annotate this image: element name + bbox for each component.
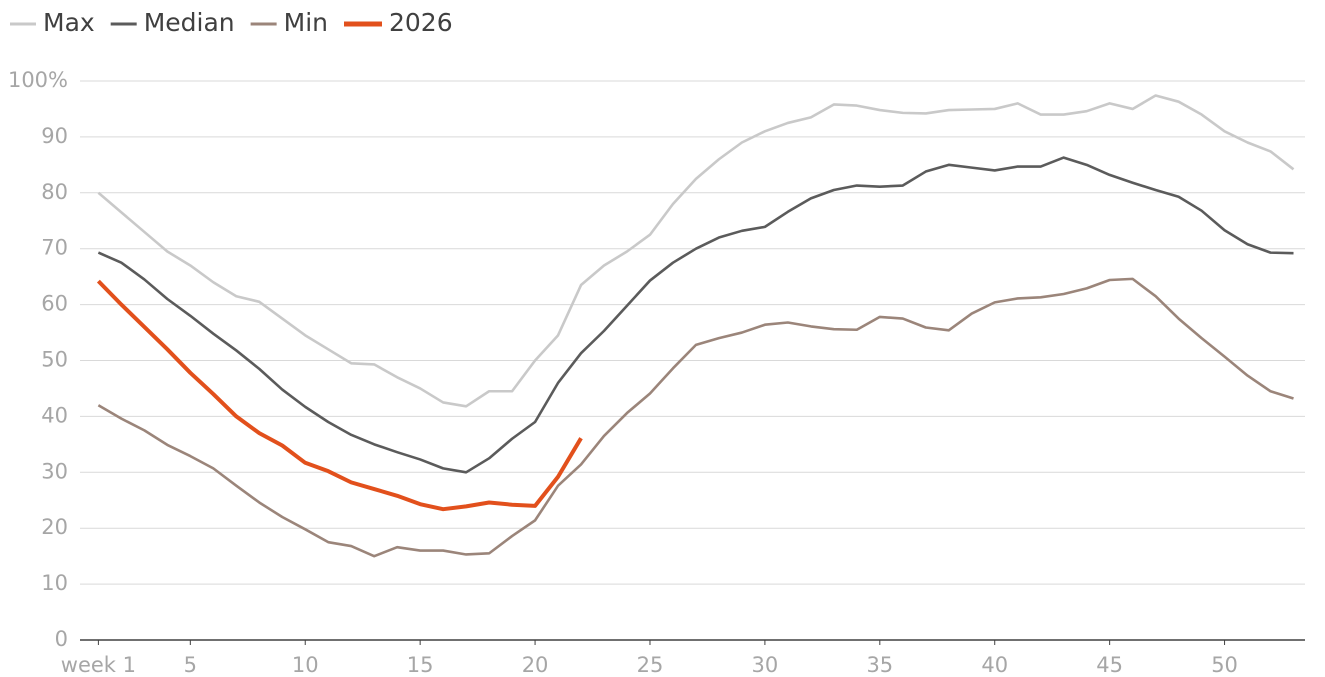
- x-tick-label: 45: [1096, 653, 1123, 677]
- x-tick-label: week 1: [61, 653, 136, 677]
- y-tick-label: 100%: [8, 68, 68, 92]
- legend-label: Median: [144, 8, 235, 37]
- series-line: [97, 277, 1294, 558]
- series-line: [96, 279, 583, 512]
- x-tick-label: 5: [184, 653, 197, 677]
- y-tick-label: 30: [41, 459, 68, 483]
- y-tick-label: 60: [41, 292, 68, 316]
- x-tick-label: 30: [752, 653, 779, 677]
- legend-label: 2026: [389, 8, 453, 37]
- x-tick-label: 50: [1211, 653, 1238, 677]
- y-tick-label: 10: [41, 571, 68, 595]
- x-tick-label: 20: [522, 653, 549, 677]
- y-tick-label: 70: [41, 236, 68, 260]
- y-tick-label: 90: [41, 124, 68, 148]
- series-line: [97, 94, 1295, 408]
- y-tick-label: 50: [41, 348, 68, 372]
- x-tick-label: 40: [981, 653, 1008, 677]
- x-tick-label: 10: [292, 653, 319, 677]
- y-tick-label: 20: [41, 515, 68, 539]
- y-tick-label: 0: [55, 627, 68, 651]
- y-tick-label: 80: [41, 180, 68, 204]
- legend-label: Max: [43, 8, 95, 37]
- y-tick-label: 40: [41, 403, 68, 427]
- series-line: [97, 156, 1294, 474]
- x-tick-label: 35: [866, 653, 893, 677]
- legend-label: Min: [284, 8, 328, 37]
- x-tick-label: 15: [407, 653, 434, 677]
- x-tick-label: 25: [637, 653, 664, 677]
